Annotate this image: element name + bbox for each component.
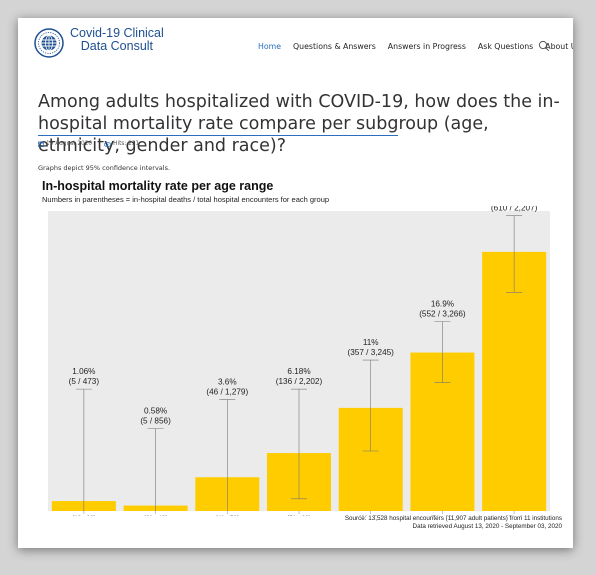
count-label-2: (46 / 1,279) (206, 387, 248, 396)
main-nav: Home Questions & Answers Answers in Prog… (258, 42, 573, 51)
x-tick-label-6: [81 - ] (506, 515, 522, 516)
brand-line-2: Data Consult (80, 39, 154, 53)
x-tick-label-3: [51 - 60] (288, 515, 311, 516)
x-tick-label-2: [41 - 50] (216, 515, 239, 516)
count-label-1: (5 / 856) (140, 417, 171, 426)
calendar-icon (38, 141, 44, 147)
nav-about-us[interactable]: About Us (545, 42, 573, 51)
bar-6 (482, 251, 547, 511)
x-tick-label-4: [61 - 70] (359, 515, 382, 516)
value-label-4: 11% (363, 338, 379, 347)
eye-icon (104, 141, 112, 147)
count-label-5: (552 / 3,266) (419, 310, 466, 319)
count-label-3: (136 / 2,202) (276, 377, 323, 386)
chart-footer: Source: 13,528 hospital encounters (11,9… (345, 515, 562, 530)
nav-answers-in-progress[interactable]: Answers in Progress (387, 42, 466, 51)
title-underline (38, 135, 398, 136)
value-label-1: 0.58% (144, 407, 167, 416)
value-label-2: 3.6% (218, 377, 237, 386)
article-hits-text: Hits: 231 (113, 141, 140, 147)
mortality-bar-chart: 1.06%(5 / 473) [18 - 30] 0.58%(5 / 856) [31… (48, 206, 550, 516)
nav-ask-questions[interactable]: Ask Questions (477, 42, 534, 51)
count-label-0: (5 / 473) (69, 377, 100, 386)
value-label-3: 6.18% (287, 367, 310, 376)
brand-name[interactable]: Covid-19 Clinical Data Consult (70, 27, 164, 53)
article-hits: Hits: 231 (104, 141, 145, 147)
chart-source: Source: 13,528 hospital encounters (11,9… (344, 515, 562, 522)
article-date-text: 19 August 2020 (46, 141, 93, 147)
search-icon[interactable] (538, 40, 550, 52)
article-card: Covid-19 Clinical Data Consult Home Ques… (18, 18, 573, 548)
page-title: Among adults hospitalized with COVID-19,… (38, 92, 560, 156)
chart-title: In-hospital mortality rate per age range (42, 179, 274, 193)
article-date: 19 August 2020 (38, 141, 98, 147)
count-label-4: (357 / 3,245) (347, 348, 394, 357)
chart-retrieved: Data retrieved August 13, 2020 - Septemb… (412, 522, 562, 530)
x-tick-label-5: [71 - 80] (431, 515, 454, 516)
chart-subtitle: Numbers in parentheses = in-hospital dea… (42, 195, 330, 204)
x-tick-label-1: [31 - 40] (144, 515, 167, 516)
site-header: Covid-19 Clinical Data Consult Home Ques… (18, 18, 573, 73)
brand-line-1: Covid-19 Clinical (70, 26, 164, 40)
article-meta: 19 August 2020 Hits: 231 (38, 141, 151, 147)
nav-home[interactable]: Home (258, 42, 282, 51)
x-tick-label-0: [18 - 30] (73, 515, 96, 516)
value-label-5: 16.9% (431, 300, 454, 309)
value-label-0: 1.06% (72, 367, 95, 376)
nav-questions-answers[interactable]: Questions & Answers (293, 42, 376, 51)
globe-logo-icon[interactable] (34, 28, 64, 58)
count-label-6: (610 / 2,207) (491, 206, 538, 213)
ci-note: Graphs depict 95% confidence intervals. (38, 164, 171, 172)
